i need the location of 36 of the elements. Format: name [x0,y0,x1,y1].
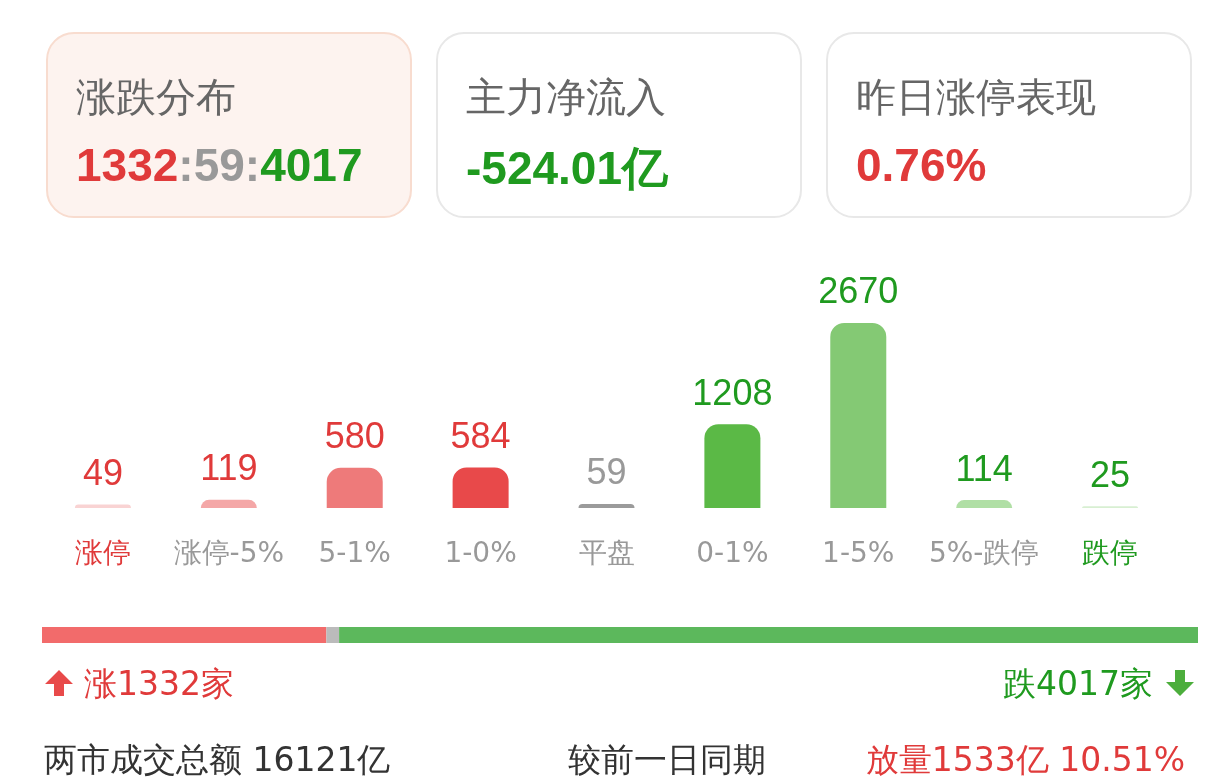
data-label: 584 [450,415,511,457]
x-tick-label: 1-5% [822,535,895,569]
data-label: 119 [200,447,258,489]
bar [830,322,887,508]
text: 昨日涨停表现 [856,73,1096,122]
bar [326,467,383,508]
x-tick-label: 平盘 [578,535,635,569]
data-label: 1208 [692,371,773,413]
bar [578,503,635,508]
x-tick-label: 0-1% [696,535,769,569]
data-label: 580 [324,415,385,457]
x-tick-label: 跌停 [1082,535,1139,569]
x-tick-label: 5-1% [318,535,391,569]
text: 涨1332家 [84,663,234,705]
x-tick-label: 5%-跌停 [928,535,1040,569]
x-tick-label: 涨停 [74,535,131,569]
data-label: 49 [82,452,123,494]
bar [704,424,761,508]
x-tick-label: 1-0% [444,535,517,569]
text: 跌4017家 [1003,663,1153,705]
data-label: 25 [1090,453,1131,495]
data-label: 59 [586,451,627,493]
text: 0.76% [856,138,987,192]
bar [452,467,509,508]
data-label: 114 [955,447,1013,489]
x-tick-label: 涨停-5% [173,535,285,569]
text: 较前一日同期 [568,739,766,781]
text: 放量1533亿 10.51% [865,739,1185,781]
bar [74,504,131,508]
text: -524.01亿 [466,141,669,196]
data-label: 2670 [818,270,899,312]
text: 主力净流入 [466,73,666,122]
text: 两市成交总额 16121亿 [44,739,391,781]
text: 涨跌分布 [76,73,236,122]
text: 1332:59:4017 [76,139,363,191]
bar [956,500,1013,508]
